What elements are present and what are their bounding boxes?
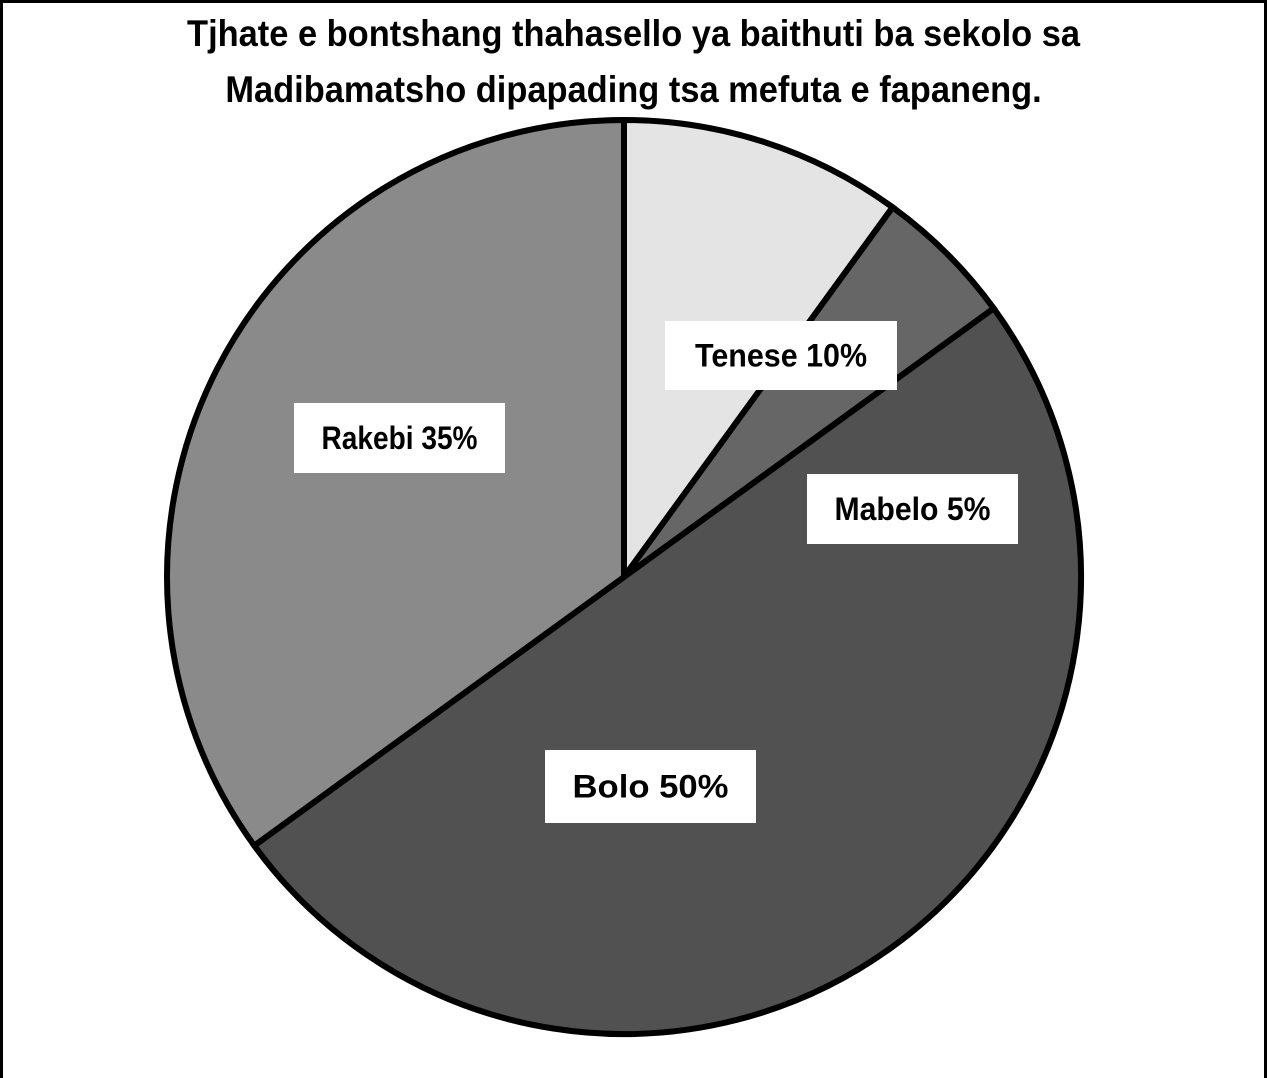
slice-label-box [807,474,1018,544]
slice-label-text: Bolo 50% [573,769,729,805]
pie-labels: Tenese 10% Mabelo 5% Bolo 50% Rakebi 35% [294,321,1018,823]
slice-label-box [294,403,505,473]
slice-label-mabelo: Mabelo 5% [807,474,1018,544]
slice-label-text: Tenese 10% [695,338,867,374]
slice-label-tenese: Tenese 10% [665,321,897,390]
pie-slice-rakebi [164,116,627,850]
pie-slices [164,116,1084,1037]
chart-title: Tjhate e bontshang thahasello ya baithut… [44,6,1222,118]
slice-label-rakebi: Rakebi 35% [294,403,505,473]
slice-label-text: Rakebi 35% [322,420,478,456]
slice-label-text: Mabelo 5% [835,491,991,527]
slice-label-bolo: Bolo 50% [545,750,756,823]
chart-title-line-1: Tjhate e bontshang thahasello ya baithut… [187,13,1080,54]
chart-title-line-2: Madibamatsho dipapading tsa mefuta e fap… [225,69,1042,110]
slice-label-box [545,750,756,823]
slice-label-box [665,321,897,390]
